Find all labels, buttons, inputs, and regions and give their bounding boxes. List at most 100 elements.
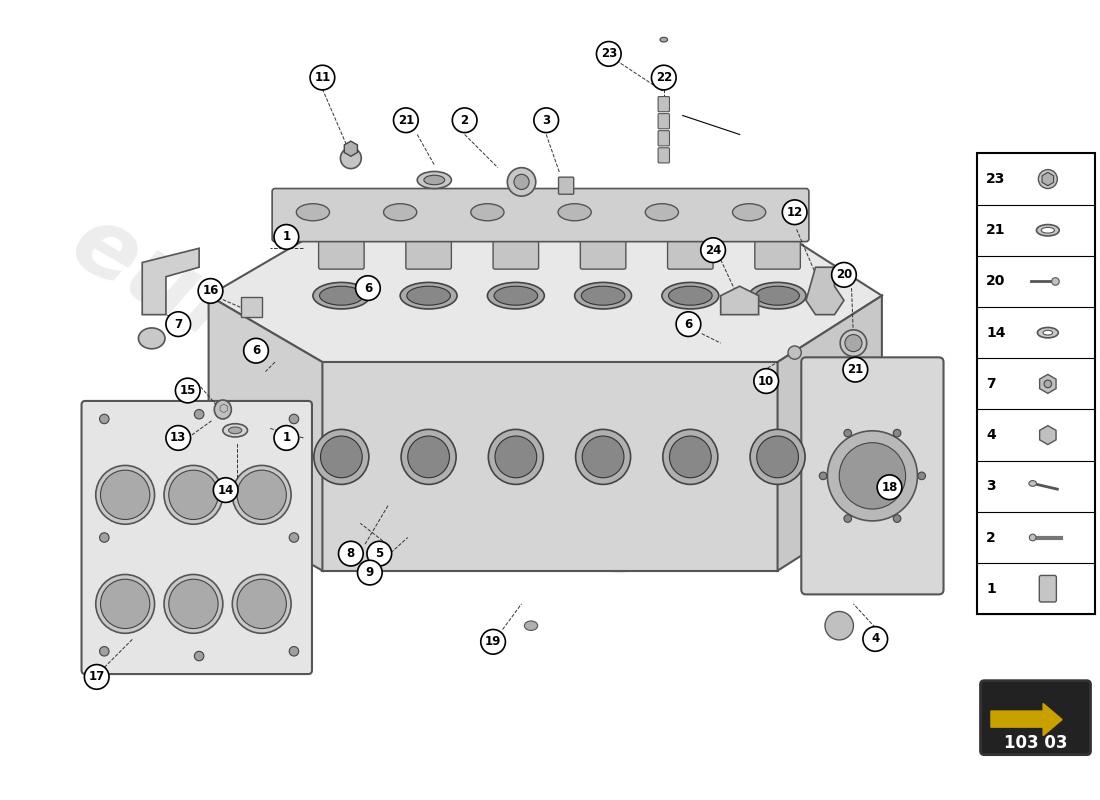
- Ellipse shape: [487, 282, 544, 309]
- Ellipse shape: [168, 579, 218, 629]
- FancyBboxPatch shape: [493, 237, 539, 269]
- Ellipse shape: [100, 414, 109, 424]
- Text: 2: 2: [461, 114, 469, 126]
- Ellipse shape: [844, 514, 851, 522]
- Ellipse shape: [100, 470, 150, 519]
- Ellipse shape: [733, 204, 766, 221]
- Circle shape: [274, 225, 299, 250]
- Circle shape: [534, 108, 559, 133]
- Ellipse shape: [312, 282, 370, 309]
- Ellipse shape: [525, 621, 538, 630]
- FancyBboxPatch shape: [801, 358, 944, 594]
- Text: 6: 6: [684, 318, 693, 330]
- Ellipse shape: [1044, 380, 1052, 388]
- Text: 18: 18: [881, 481, 898, 494]
- Text: 4: 4: [871, 633, 879, 646]
- FancyBboxPatch shape: [559, 177, 574, 194]
- Polygon shape: [778, 296, 882, 570]
- Ellipse shape: [514, 174, 529, 190]
- Text: 7: 7: [987, 377, 996, 391]
- Text: 22: 22: [656, 71, 672, 84]
- Circle shape: [832, 262, 856, 287]
- Ellipse shape: [820, 472, 827, 480]
- Ellipse shape: [289, 646, 299, 656]
- Text: 1: 1: [987, 582, 996, 596]
- Ellipse shape: [96, 574, 155, 634]
- Ellipse shape: [340, 148, 361, 169]
- FancyBboxPatch shape: [81, 401, 312, 674]
- Ellipse shape: [402, 430, 456, 484]
- Ellipse shape: [825, 611, 854, 640]
- Ellipse shape: [750, 430, 805, 484]
- Text: 4: 4: [987, 428, 996, 442]
- Text: 14: 14: [218, 483, 234, 497]
- Ellipse shape: [400, 282, 458, 309]
- Ellipse shape: [320, 286, 363, 305]
- Ellipse shape: [840, 330, 867, 356]
- Polygon shape: [991, 703, 1063, 736]
- Text: a passion for originality since 1985: a passion for originality since 1985: [192, 410, 566, 562]
- FancyBboxPatch shape: [980, 681, 1090, 754]
- Circle shape: [274, 426, 299, 450]
- Circle shape: [782, 200, 807, 225]
- Ellipse shape: [164, 466, 223, 524]
- Text: 14: 14: [987, 326, 1005, 340]
- Text: 13: 13: [170, 431, 186, 445]
- Ellipse shape: [581, 286, 625, 305]
- FancyBboxPatch shape: [658, 114, 670, 129]
- Circle shape: [244, 338, 268, 363]
- Text: 12: 12: [786, 206, 803, 218]
- Text: 103 03: 103 03: [1004, 734, 1067, 752]
- Text: ⬡: ⬡: [218, 405, 228, 414]
- Text: 16: 16: [202, 285, 219, 298]
- Ellipse shape: [488, 430, 543, 484]
- Ellipse shape: [1043, 330, 1053, 335]
- Ellipse shape: [663, 430, 718, 484]
- Text: 6: 6: [364, 282, 372, 294]
- Ellipse shape: [384, 204, 417, 221]
- Polygon shape: [720, 286, 759, 314]
- Circle shape: [85, 665, 109, 690]
- Polygon shape: [142, 248, 199, 314]
- Polygon shape: [806, 267, 844, 314]
- Circle shape: [843, 358, 868, 382]
- Ellipse shape: [168, 470, 218, 519]
- Ellipse shape: [757, 436, 799, 478]
- Ellipse shape: [100, 579, 150, 629]
- Text: 17: 17: [89, 670, 104, 683]
- FancyBboxPatch shape: [658, 148, 670, 163]
- Text: 3: 3: [542, 114, 550, 126]
- Text: 21: 21: [987, 223, 1005, 238]
- Ellipse shape: [844, 430, 851, 437]
- Text: 1: 1: [283, 431, 290, 445]
- Ellipse shape: [471, 204, 504, 221]
- Circle shape: [213, 478, 238, 502]
- Text: 10: 10: [758, 374, 774, 387]
- Text: 23: 23: [987, 172, 1005, 186]
- Circle shape: [166, 312, 190, 337]
- Ellipse shape: [1036, 225, 1059, 236]
- Circle shape: [358, 560, 382, 585]
- Circle shape: [198, 278, 223, 303]
- Ellipse shape: [100, 533, 109, 542]
- Ellipse shape: [839, 442, 905, 509]
- FancyBboxPatch shape: [272, 189, 808, 242]
- Ellipse shape: [164, 574, 223, 634]
- Ellipse shape: [662, 282, 718, 309]
- Circle shape: [166, 426, 190, 450]
- Ellipse shape: [314, 430, 369, 484]
- Text: 5: 5: [375, 547, 384, 560]
- Ellipse shape: [507, 168, 536, 196]
- Ellipse shape: [582, 436, 624, 478]
- FancyBboxPatch shape: [581, 237, 626, 269]
- Text: 21: 21: [847, 363, 864, 376]
- Ellipse shape: [845, 334, 862, 352]
- FancyBboxPatch shape: [658, 130, 670, 146]
- Ellipse shape: [1052, 278, 1059, 286]
- Ellipse shape: [195, 651, 204, 661]
- Text: 21: 21: [398, 114, 414, 126]
- Ellipse shape: [788, 346, 801, 359]
- Ellipse shape: [1042, 227, 1055, 233]
- FancyBboxPatch shape: [406, 237, 451, 269]
- FancyBboxPatch shape: [755, 237, 801, 269]
